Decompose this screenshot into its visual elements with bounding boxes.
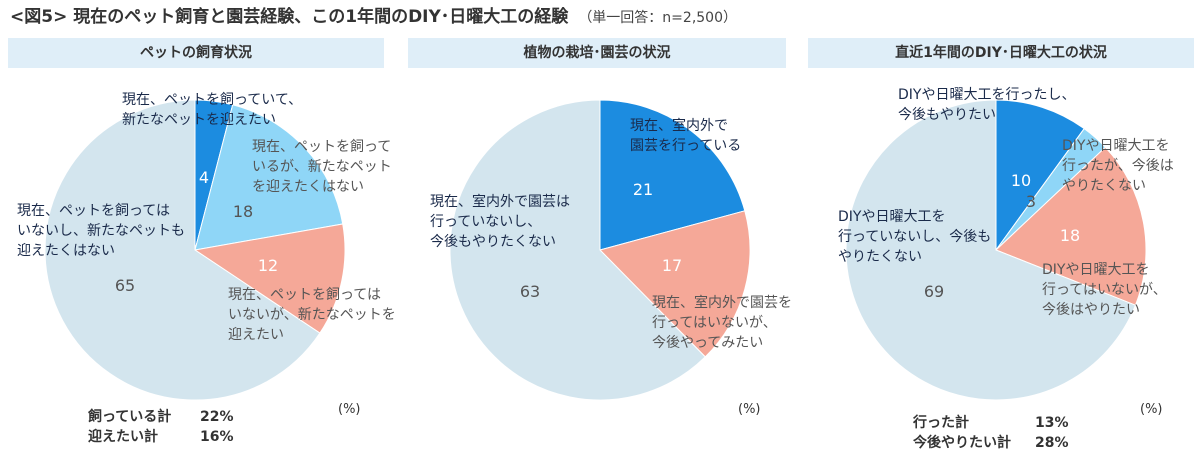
unit-label-diy: (%) (1140, 402, 1163, 417)
slice-label-line: DIYや日曜大工を (1042, 262, 1149, 278)
slice-value-pet-3: 65 (115, 276, 135, 295)
slice-label-line: 現在、ペットを飼っていて、 (122, 92, 302, 108)
slice-value-garden-2: 63 (520, 282, 540, 301)
slice-label-line: DIYや日曜大工を行ったし、 (898, 87, 1075, 103)
summary-label: 今後やりたい計 (913, 435, 1011, 451)
slice-label-line: やりたくない (838, 249, 922, 265)
slice-label-line: やりたくない (1062, 178, 1146, 194)
slice-label-line: いないが、新たなペットを (228, 307, 396, 323)
slice-label-pet-0: 現在、ペットを飼っていて、新たなペットを迎えたい (122, 92, 302, 128)
slice-value-pet-1: 18 (233, 202, 253, 221)
unit-label-pet: (%) (338, 402, 361, 417)
pie-slice-garden-0 (599, 99, 746, 251)
pie-slice-diy-0 (995, 99, 1085, 252)
panel-header-diy: 直近1年間のDIY･日曜大工の状況 (808, 38, 1194, 68)
slice-label-garden-2: 現在、室内外で園芸は行っていないし、今後もやりたくない (430, 193, 570, 250)
unit-label-gardening: (%) (738, 402, 761, 417)
slice-label-line: いないし、新たなペットも (17, 223, 185, 239)
pie-slice-pet-2 (193, 223, 346, 334)
summary-label: 迎えたい計 (88, 429, 158, 445)
slice-label-line: 園芸を行っている (630, 138, 741, 154)
summary-row: 迎えたい計 16% (88, 427, 234, 447)
slice-label-diy-3: DIYや日曜大工を行っていないし、今後もやりたくない (838, 209, 991, 265)
summary-row: 飼っている計 22% (88, 407, 234, 427)
slice-label-line: 現在、ペットを飼っては (228, 287, 381, 303)
summary-value: 28% (1035, 435, 1069, 451)
slice-label-line: 今後やってみたい (652, 335, 763, 351)
summary-row: 行った計 13% (913, 413, 1069, 433)
slice-label-line: 現在、ペットを飼って (252, 139, 391, 155)
summary-value: 16% (200, 429, 234, 445)
slice-label-line: 今後もやりたい (898, 107, 996, 123)
slice-value-diy-1: 3 (1026, 192, 1036, 211)
slice-value-diy-3: 69 (924, 282, 944, 301)
slice-label-line: いるが、新たなペット (252, 159, 392, 175)
slice-label-line: DIYや日曜大工を (838, 209, 945, 225)
summary-label: 行った計 (913, 415, 969, 431)
panel-header-pet: ペットの飼育状況 (8, 38, 384, 68)
slice-label-line: を迎えたくはない (252, 179, 364, 195)
slice-label-line: 行ってはいないが、 (1042, 282, 1167, 298)
summary-pet: 飼っている計 22% 迎えたい計 16% (88, 407, 234, 447)
figure-title-text: <図5> 現在のペット飼育と園芸経験、この1年間のDIY･日曜大工の経験 (10, 7, 569, 27)
pie-slice-garden-2 (449, 99, 706, 401)
pie-pet (44, 99, 346, 401)
slice-value-pet-2: 12 (258, 256, 278, 275)
slice-label-line: 今後はやりたい (1042, 302, 1140, 318)
pie-slice-pet-1 (194, 104, 344, 251)
pie-slice-diy-2 (995, 146, 1147, 306)
slice-value-diy-2: 18 (1060, 226, 1080, 245)
panel-header-gardening: 植物の栽培･園芸の状況 (408, 38, 786, 68)
pie-slice-diy-3 (845, 99, 1137, 401)
slice-value-garden-1: 17 (662, 256, 682, 275)
pie-garden (449, 99, 751, 401)
pie-slice-pet-3 (44, 99, 321, 401)
slice-label-line: 現在、室内外で園芸を (652, 294, 792, 311)
slice-label-diy-1: DIYや日曜大工を行ったが、今後はやりたくない (1062, 138, 1174, 194)
summary-value: 22% (200, 409, 234, 425)
slice-label-line: 行っていないし、今後も (838, 229, 991, 245)
slice-label-line: 現在、室内外で (630, 117, 728, 134)
figure-title: <図5> 現在のペット飼育と園芸経験、この1年間のDIY･日曜大工の経験 （単一回… (10, 4, 737, 30)
slice-label-garden-1: 現在、室内外で園芸を行ってはいないが、今後やってみたい (652, 294, 792, 351)
slice-label-line: 新たなペットを迎えたい (122, 112, 276, 128)
slice-label-pet-1: 現在、ペットを飼っているが、新たなペットを迎えたくはない (252, 139, 392, 195)
summary-row: 今後やりたい計 28% (913, 433, 1069, 453)
summary-value: 13% (1035, 415, 1069, 431)
slice-label-diy-2: DIYや日曜大工を行ってはいないが、今後はやりたい (1042, 262, 1167, 318)
slice-label-line: 今後もやりたくない (430, 234, 556, 250)
slice-label-line: 現在、室内外で園芸は (430, 193, 570, 210)
figure-subtitle: （単一回答：n=2,500） (578, 10, 737, 26)
slice-label-line: 迎えたくはない (17, 243, 115, 259)
slice-value-diy-0: 10 (1011, 171, 1031, 190)
slice-label-pet-2: 現在、ペットを飼ってはいないが、新たなペットを迎えたい (228, 287, 396, 343)
slice-label-diy-0: DIYや日曜大工を行ったし、今後もやりたい (898, 87, 1075, 123)
pie-slice-garden-1 (599, 210, 751, 358)
slice-value-pet-0: 4 (199, 168, 209, 187)
slice-label-line: 迎えたい (228, 327, 284, 343)
slice-label-line: 現在、ペットを飼っては (17, 203, 170, 219)
slice-label-line: 行ったが、今後は (1062, 158, 1174, 174)
slice-label-pet-3: 現在、ペットを飼ってはいないし、新たなペットも迎えたくはない (17, 203, 185, 259)
summary-diy: 行った計 13% 今後やりたい計 28% (913, 413, 1069, 453)
slice-label-line: DIYや日曜大工を (1062, 138, 1169, 154)
slice-value-garden-0: 21 (633, 180, 653, 199)
slice-label-line: 行っていないし、 (430, 214, 541, 230)
pie-diy (845, 99, 1147, 401)
slice-label-garden-0: 現在、室内外で園芸を行っている (630, 117, 741, 154)
slice-label-line: 行ってはいないが、 (652, 315, 777, 331)
summary-label: 飼っている計 (88, 409, 172, 425)
